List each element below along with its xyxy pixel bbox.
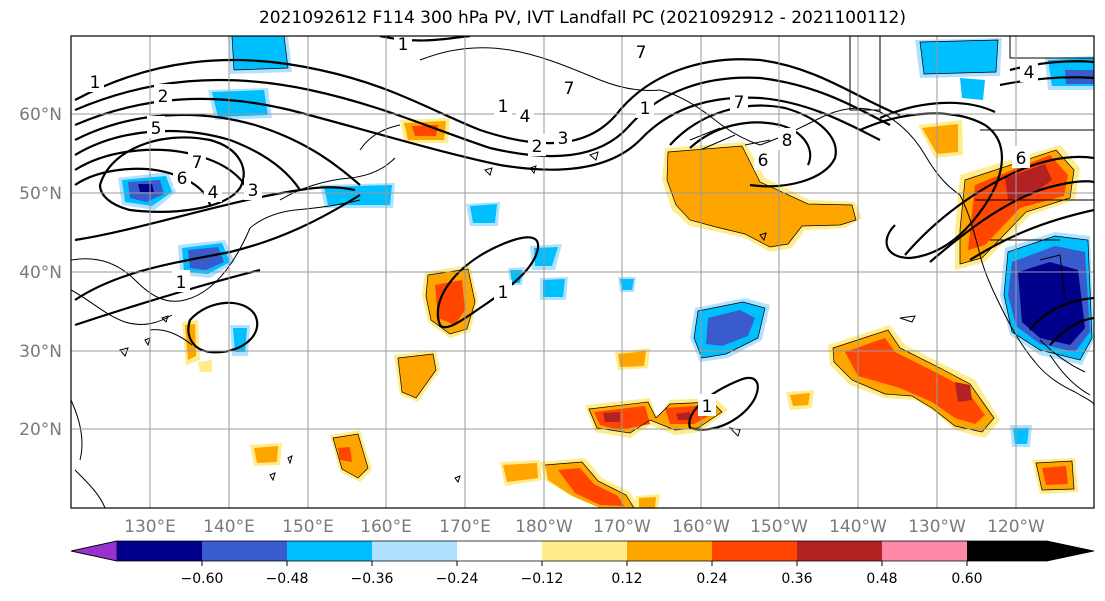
- colorbar: −0.60 −0.48 −0.36 −0.24 −0.12 0.12 0.24 …: [70, 540, 1095, 587]
- contour-label: 4: [208, 183, 219, 203]
- colorbar-swatch: [372, 541, 457, 561]
- lon-label: 160°E: [360, 517, 412, 537]
- lon-label: 170°W: [593, 517, 651, 537]
- contour-label: 1: [640, 99, 651, 119]
- colorbar-tick-label: 0.24: [696, 571, 727, 587]
- contour-label: 3: [558, 129, 569, 149]
- map-title: 2021092612 F114 300 hPa PV, IVT Landfall…: [258, 8, 906, 28]
- islands: [119, 151, 916, 484]
- colorbar-max-extension: [967, 541, 1094, 561]
- coastlines: [71, 36, 1094, 508]
- colorbar-min-extension: [70, 540, 118, 562]
- colorbar-swatch: [542, 541, 627, 561]
- colorbar-swatch: [117, 541, 202, 561]
- gridlines: [71, 36, 1094, 508]
- colorbar-swatch: [457, 541, 542, 561]
- contour-label: 6: [1016, 149, 1027, 169]
- contour-label: 1: [702, 397, 713, 417]
- contour-label: 4: [520, 107, 531, 127]
- contour-label: 1: [398, 35, 409, 55]
- lat-label: 50°N: [19, 184, 62, 204]
- longitude-labels: 130°E 140°E 150°E 160°E 170°E 180°W 170°…: [124, 517, 1045, 537]
- contour-label: 6: [177, 169, 188, 189]
- contour-labels: 1 2 5 6 7 4 3 1 1 1 1 4 3 2: [86, 35, 1038, 417]
- lon-label: 140°W: [829, 517, 887, 537]
- contour-label: 8: [782, 131, 793, 151]
- lon-label: 180°W: [515, 517, 573, 537]
- contour-label: 2: [532, 137, 543, 157]
- lat-label: 20°N: [19, 420, 62, 440]
- lon-label: 120°W: [987, 517, 1045, 537]
- lat-label: 60°N: [19, 105, 62, 125]
- colorbar-outline: [70, 540, 1095, 562]
- lon-label: 140°E: [203, 517, 255, 537]
- colorbar-tick-label: −0.24: [436, 571, 479, 587]
- contour-label: 1: [498, 97, 509, 117]
- contour-label: 1: [176, 273, 187, 293]
- colorbar-tick-label: −0.36: [351, 571, 394, 587]
- lon-label: 150°E: [282, 517, 334, 537]
- contour-label: 7: [734, 93, 745, 113]
- latitude-labels: 60°N 50°N 40°N 30°N 20°N: [19, 105, 62, 440]
- contour-label: 7: [192, 153, 203, 173]
- colorbar-tick-label: 0.60: [951, 571, 982, 587]
- colorbar-tick-label: 0.48: [866, 571, 897, 587]
- colorbar-swatch: [712, 541, 797, 561]
- colorbar-swatch: [287, 541, 372, 561]
- contour-label: 2: [158, 87, 169, 107]
- contour-label: 3: [248, 181, 259, 201]
- colorbar-swatch: [627, 541, 712, 561]
- lat-label: 40°N: [19, 263, 62, 283]
- contour-label: 1: [90, 73, 101, 93]
- lat-label: 30°N: [19, 342, 62, 362]
- contour-label: 1: [498, 283, 509, 303]
- map-frame: [70, 35, 1095, 509]
- colorbar-swatch: [797, 541, 882, 561]
- contour-label: 6: [758, 151, 769, 171]
- contour-label: 7: [636, 43, 647, 63]
- colorbar-swatch: [882, 541, 967, 561]
- lon-label: 150°W: [750, 517, 808, 537]
- colorbar-tick-label: 0.12: [611, 571, 642, 587]
- colorbar-tick-label: 0.36: [781, 571, 812, 587]
- lon-label: 160°W: [672, 517, 730, 537]
- lon-label: 130°E: [124, 517, 176, 537]
- lon-label: 130°W: [908, 517, 966, 537]
- colorbar-tick-label: −0.60: [181, 571, 224, 587]
- contour-label: 5: [151, 119, 162, 139]
- lon-label: 170°E: [439, 517, 491, 537]
- contour-label: 7: [564, 79, 575, 99]
- colorbar-swatch: [202, 541, 287, 561]
- colorbar-tick-label: −0.48: [266, 571, 309, 587]
- contour-label: 4: [1024, 63, 1035, 83]
- colorbar-tick-label: −0.12: [521, 571, 564, 587]
